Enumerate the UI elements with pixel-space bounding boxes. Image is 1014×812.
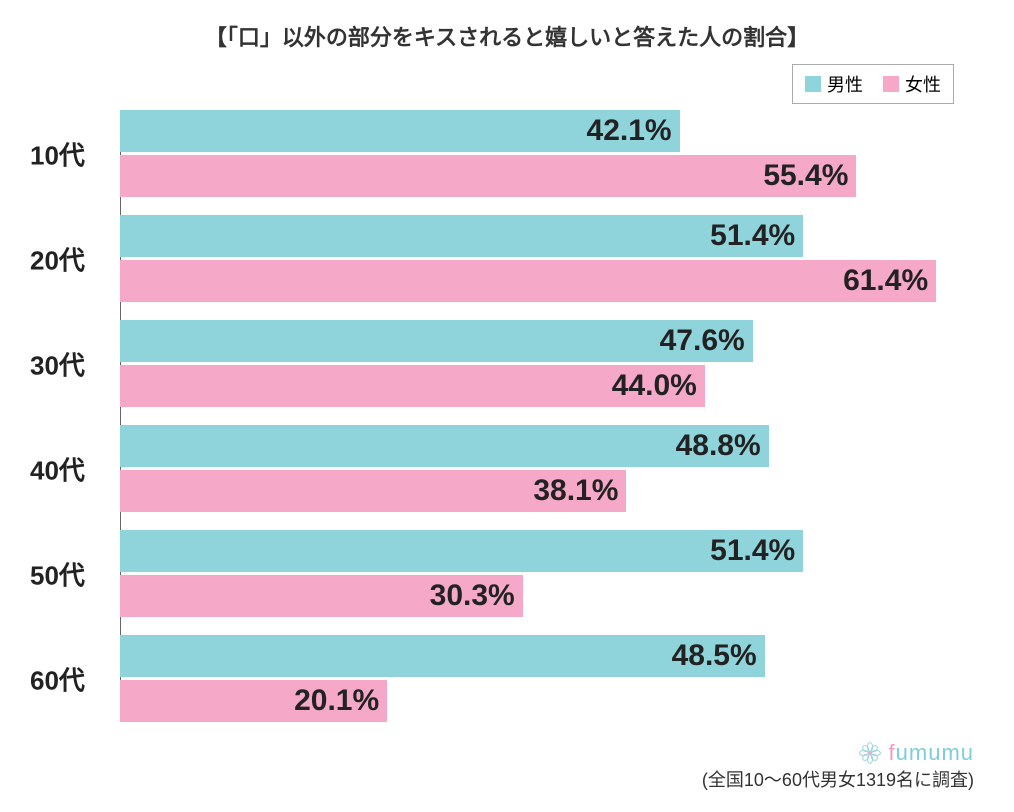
- legend-female: 女性: [883, 71, 941, 97]
- bar-female: 38.1%: [120, 470, 626, 512]
- caption: (全国10〜60代男女1319名に調査): [702, 770, 974, 790]
- bar-value-label: 20.1%: [294, 684, 379, 718]
- group-2: 30代47.6%44.0%: [120, 320, 984, 407]
- bar-male: 47.6%: [120, 320, 753, 362]
- chart-area: 10代 42.1% 55.4% 20代 51.4% 61.4% 30代 47.6% 44.0% 4…: [30, 110, 984, 722]
- bar-row-male: 51.4%: [120, 215, 984, 257]
- bar-female: 30.3%: [120, 575, 523, 617]
- bar-value-label: 42.1%: [587, 114, 672, 148]
- legend-male: 男性: [805, 71, 863, 97]
- bar-female: 20.1%: [120, 680, 387, 722]
- group-1: 20代51.4%61.4%: [120, 215, 984, 302]
- bar-row-male: 48.8%: [120, 425, 984, 467]
- legend-male-label: 男性: [827, 71, 863, 97]
- bar-male: 51.4%: [120, 530, 803, 572]
- group-3: 40代48.8%38.1%: [120, 425, 984, 512]
- bar-row-male: 47.6%: [120, 320, 984, 362]
- bar-male: 48.8%: [120, 425, 769, 467]
- legend: 男性 女性: [792, 64, 954, 104]
- bar-row-female: 38.1%: [120, 470, 984, 512]
- bar-male: 51.4%: [120, 215, 803, 257]
- bar-row-male: 48.5%: [120, 635, 984, 677]
- bar-value-label: 38.1%: [533, 474, 618, 508]
- category-label: 30代: [30, 345, 110, 382]
- legend-female-label: 女性: [905, 71, 941, 97]
- footer: fumumu: [30, 740, 984, 766]
- bar-value-label: 61.4%: [843, 264, 928, 298]
- logo: fumumu: [857, 740, 974, 766]
- bar-row-male: 42.1%: [120, 110, 984, 152]
- bar-row-female: 30.3%: [120, 575, 984, 617]
- bar-value-label: 47.6%: [660, 324, 745, 358]
- group-5: 60代48.5%20.1%: [120, 635, 984, 722]
- bar-row-female: 55.4%: [120, 155, 984, 197]
- bar-male: 42.1%: [120, 110, 680, 152]
- category-label: 60代: [30, 660, 110, 697]
- category-label: 20代: [30, 240, 110, 277]
- y-axis: [120, 110, 121, 722]
- group-0: 10代42.1%55.4%: [120, 110, 984, 197]
- bar-value-label: 48.5%: [672, 639, 757, 673]
- logo-text: fumumu: [889, 740, 974, 766]
- category-label: 10代: [30, 135, 110, 172]
- chart-title: 【「口」以外の部分をキスされると嬉しいと答えた人の割合】: [30, 20, 984, 52]
- category-label: 40代: [30, 450, 110, 487]
- bar-value-label: 30.3%: [430, 579, 515, 613]
- swatch-male: [805, 76, 821, 92]
- bar-row-female: 61.4%: [120, 260, 984, 302]
- bar-value-label: 51.4%: [710, 219, 795, 253]
- category-label: 50代: [30, 555, 110, 592]
- bar-value-label: 44.0%: [612, 369, 697, 403]
- bar-row-male: 51.4%: [120, 530, 984, 572]
- bar-value-label: 55.4%: [763, 159, 848, 193]
- group-4: 50代51.4%30.3%: [120, 530, 984, 617]
- bar-female: 61.4%: [120, 260, 936, 302]
- bar-female: 44.0%: [120, 365, 705, 407]
- bar-row-female: 20.1%: [120, 680, 984, 722]
- bar-female: 55.4%: [120, 155, 856, 197]
- bar-row-female: 44.0%: [120, 365, 984, 407]
- bar-male: 48.5%: [120, 635, 765, 677]
- flower-icon: [857, 740, 883, 766]
- bar-value-label: 48.8%: [676, 429, 761, 463]
- bar-value-label: 51.4%: [710, 534, 795, 568]
- swatch-female: [883, 76, 899, 92]
